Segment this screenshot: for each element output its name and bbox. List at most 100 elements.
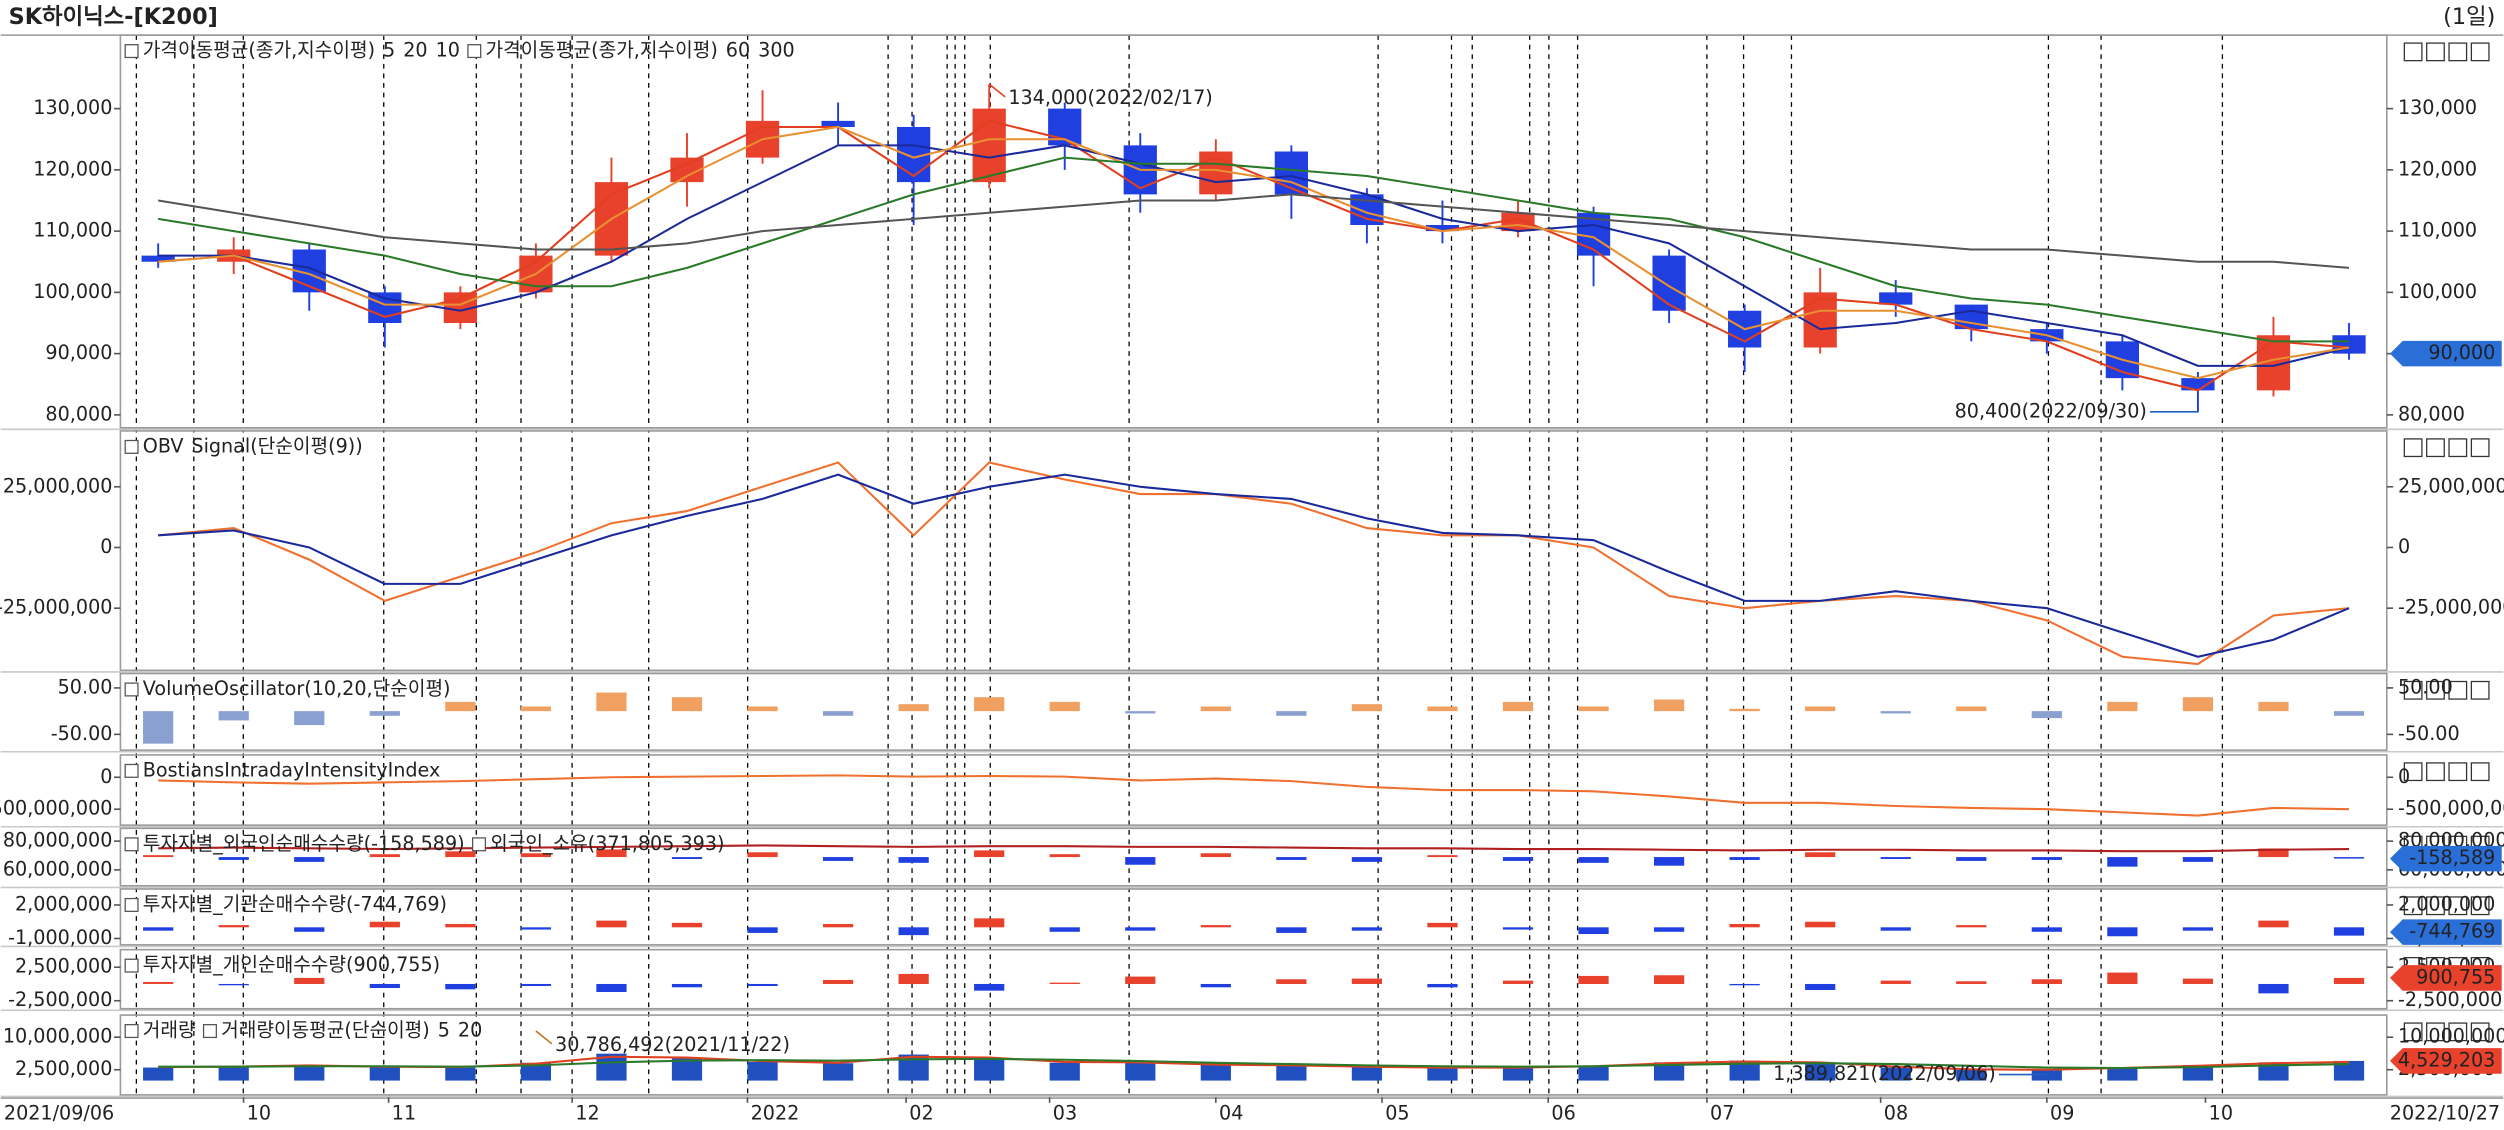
bar — [520, 706, 552, 712]
plot-area — [143, 692, 2365, 744]
bar — [2182, 1064, 2214, 1081]
panel-button — [2448, 680, 2468, 700]
bar — [1729, 857, 1760, 860]
y-tick-label: 0 — [2398, 765, 2410, 788]
plot-area — [143, 972, 2365, 994]
last-value-box — [2389, 965, 2502, 991]
last-value-box — [2389, 340, 2502, 367]
bar — [1880, 980, 1911, 984]
plot-area — [158, 461, 2350, 666]
bar — [1125, 711, 1156, 714]
bar — [671, 983, 703, 988]
bar — [671, 857, 703, 859]
bar — [294, 857, 325, 862]
bar — [1805, 706, 1836, 712]
bar — [294, 977, 325, 984]
y-tick-label: 25,000,000 — [2398, 474, 2504, 497]
annotation: 134,000(2022/02/17) — [1008, 86, 1212, 109]
bar — [520, 927, 552, 930]
bar — [2031, 857, 2062, 860]
bar — [1805, 921, 1836, 928]
bar — [2031, 927, 2062, 932]
panel-frame — [119, 672, 2388, 751]
legend-label: 가격이동평균(종가,지수이평) — [143, 39, 375, 62]
candle-body — [1803, 292, 1837, 348]
legend-label: 가격이동평균(종가,지수이평) — [485, 39, 717, 62]
y-tick-label: 90,000 — [45, 341, 112, 364]
bar — [1049, 1062, 1080, 1081]
legend-checkbox — [202, 1024, 217, 1039]
panel-button — [2470, 896, 2490, 916]
bar — [1427, 855, 1458, 858]
y-tick-label: 80,000 — [45, 402, 112, 425]
bar — [520, 853, 552, 858]
bar — [1049, 982, 1080, 984]
bar — [143, 711, 174, 744]
bar — [822, 923, 854, 928]
bar — [596, 920, 627, 928]
y-tick-label: 110,000 — [2398, 219, 2477, 242]
bar — [1729, 923, 1760, 928]
y-tick-label: -500,000,000 — [0, 797, 112, 820]
bar — [1502, 927, 1534, 930]
y-tick-label: 130,000 — [2398, 96, 2477, 119]
x-tick-label: 11 — [392, 1102, 416, 1125]
y-tick-label: 10,000,000 — [2398, 1025, 2504, 1048]
bar — [1578, 975, 1609, 984]
panel-button — [2426, 680, 2445, 700]
bar — [2258, 920, 2289, 928]
y-tick-label: 0 — [100, 765, 112, 788]
series-line — [158, 119, 2350, 392]
bar — [747, 1061, 778, 1081]
candle-body — [141, 255, 175, 262]
bar — [1502, 701, 1534, 712]
bar — [2258, 1062, 2289, 1081]
bar — [2182, 857, 2214, 862]
last-value-label: 4,529,203 — [2398, 1048, 2495, 1071]
legend-label: 60 — [726, 39, 750, 62]
y-tick-label: 2,500,000 — [15, 1057, 112, 1080]
legend-label: 거래량 — [143, 1019, 196, 1042]
plot-area — [158, 774, 2350, 817]
bar — [1125, 1062, 1156, 1081]
panel-button — [2403, 896, 2423, 916]
legend-label: Signal(단순이평(9)) — [191, 434, 362, 457]
bar — [2333, 927, 2365, 936]
bar — [143, 981, 174, 984]
last-value-label: 900,755 — [2416, 965, 2495, 988]
bar — [822, 857, 854, 861]
bar — [1125, 976, 1156, 984]
bar — [1351, 927, 1383, 931]
bar — [520, 983, 552, 986]
x-tick-label: 10 — [2209, 1102, 2233, 1125]
x-tick-label: 09 — [2050, 1102, 2074, 1125]
panel-button — [2403, 42, 2423, 62]
x-tick-label: 08 — [1884, 1102, 1908, 1125]
candle-body — [1879, 292, 1913, 305]
bar — [1200, 706, 1231, 712]
y-tick-label: -500,000,000 — [2398, 797, 2504, 820]
bar — [1578, 706, 1609, 712]
y-tick-label: 80,000 — [2398, 402, 2465, 425]
bar — [369, 983, 400, 988]
bar — [974, 697, 1005, 712]
bar — [974, 1058, 1005, 1081]
bar — [1578, 1065, 1609, 1081]
legend-checkbox — [124, 439, 139, 454]
bar — [1200, 853, 1231, 858]
plot-area — [143, 844, 2365, 867]
y-tick-label: -50.00 — [2398, 722, 2460, 745]
x-tick-label: 04 — [1219, 1102, 1243, 1125]
bar — [2107, 1067, 2138, 1081]
y-tick-label: 130,000 — [33, 96, 112, 119]
bar — [2107, 927, 2138, 937]
header-title: SK하이닉스-[K200] — [9, 4, 218, 30]
last-value-box — [2389, 919, 2502, 945]
bar — [1502, 980, 1534, 984]
bar — [1351, 1067, 1383, 1081]
y-tick-label: 2,000,000 — [15, 892, 112, 915]
bar — [143, 927, 174, 931]
panel-button — [2448, 42, 2468, 62]
last-value-label: -158,589 — [2409, 846, 2495, 869]
legend-label: VolumeOscillator(10,20,단순이평) — [143, 677, 451, 700]
